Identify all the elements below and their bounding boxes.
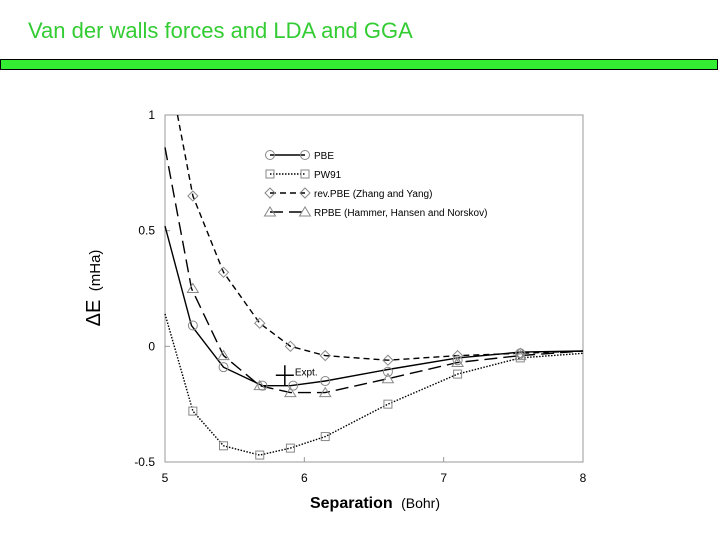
- x-axis-label-unit: (Bohr): [401, 495, 440, 511]
- legend-label-1: PW91: [314, 170, 342, 181]
- x-tick-label: 7: [440, 471, 447, 485]
- series-point-2: [382, 354, 394, 366]
- series-point-0: [288, 380, 299, 391]
- x-tick-label: 8: [580, 471, 587, 485]
- x-tick-label: 5: [162, 471, 169, 485]
- series-point-1: [219, 441, 229, 451]
- series-point-0: [452, 355, 463, 366]
- series-point-1: [453, 369, 463, 379]
- expt-label: Expt.: [295, 367, 318, 378]
- title-divider-bar: [0, 59, 718, 70]
- legend-marker-2: [264, 187, 276, 199]
- legend-label-0: PBE: [314, 151, 334, 162]
- series-point-2: [319, 349, 331, 362]
- y-tick-label: 0.5: [138, 224, 155, 238]
- y-axis-label-main: ΔE: [83, 300, 105, 327]
- legend-label-3: RPBE (Hammer, Hansen and Norskov): [314, 208, 487, 219]
- series-point-2: [217, 266, 230, 279]
- slide-title: Van der walls forces and LDA and GGA: [28, 18, 413, 43]
- y-tick-label: 1: [148, 108, 155, 122]
- legend-marker-0: [265, 150, 275, 160]
- legend-marker-2: [299, 187, 311, 199]
- series-line-1: [164, 313, 584, 456]
- legend-marker-1: [265, 169, 275, 179]
- series-point-3: [217, 349, 230, 361]
- legend-marker-3: [263, 206, 277, 217]
- series-point-3: [253, 379, 267, 391]
- series-point-0: [382, 366, 393, 377]
- series-point-3: [318, 386, 332, 398]
- series-point-3: [186, 282, 200, 293]
- x-tick-label: 6: [301, 471, 308, 485]
- series-line-3: [164, 147, 584, 394]
- series-point-2: [284, 340, 297, 353]
- x-axis-label: Separation (Bohr): [310, 495, 440, 512]
- legend-marker-1: [300, 169, 310, 179]
- y-axis-label: ΔE (mHa): [83, 250, 105, 327]
- series-point-1: [383, 399, 393, 409]
- series-point-0: [320, 376, 331, 387]
- series-point-1: [188, 406, 198, 416]
- series-line-2: [176, 114, 584, 361]
- series-point-3: [381, 372, 395, 384]
- plot-frame: [164, 114, 584, 463]
- legend-marker-0: [300, 150, 310, 160]
- series-point-3: [513, 349, 527, 361]
- series-point-3: [284, 386, 297, 398]
- y-tick-label: -0.5: [134, 455, 155, 469]
- series-point-2: [254, 317, 266, 329]
- series-point-1: [255, 450, 265, 460]
- series-point-1: [285, 443, 295, 453]
- x-axis-label-main: Separation: [310, 495, 393, 512]
- legend-label-2: rev.PBE (Zhang and Yang): [314, 189, 432, 200]
- legend-marker-3: [298, 206, 312, 217]
- series-point-2: [451, 349, 464, 362]
- y-tick-label: 0: [148, 339, 155, 353]
- series-point-1: [320, 432, 330, 442]
- series-point-0: [187, 320, 198, 331]
- series-point-3: [451, 356, 464, 368]
- series-point-0: [218, 362, 229, 373]
- series-point-2: [187, 190, 199, 202]
- series-point-2: [514, 347, 527, 359]
- y-axis-label-unit: (mHa): [87, 250, 104, 292]
